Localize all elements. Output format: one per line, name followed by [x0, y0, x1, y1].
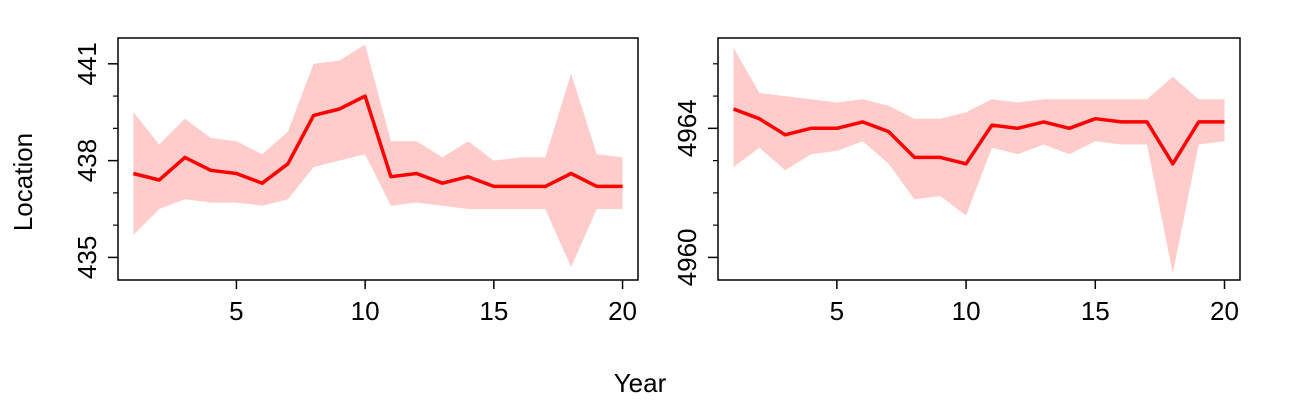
- confidence-band: [133, 44, 623, 268]
- x-tick-label: 15: [479, 296, 508, 326]
- y-tick-label: 4960: [672, 228, 702, 286]
- series-line: [732, 107, 1225, 166]
- y-tick-label: 435: [72, 236, 102, 279]
- y-axis-title: Location: [8, 133, 38, 231]
- confidence-band: [733, 47, 1225, 274]
- x-axis-title: Year: [614, 368, 667, 398]
- x-tick-label: 10: [952, 296, 981, 326]
- panel-left: 5 10 15 20 435 438 441: [72, 37, 639, 326]
- x-tick-label: 20: [608, 296, 637, 326]
- y-tick-label: 441: [72, 42, 102, 85]
- series-line: [132, 94, 623, 189]
- plot-frame: [117, 37, 639, 281]
- x-tick-label: 5: [229, 296, 243, 326]
- x-tick-label: 10: [351, 296, 380, 326]
- plot-frame: [717, 37, 1241, 281]
- x-tick-label: 5: [830, 296, 844, 326]
- y-tick-label: 438: [72, 139, 102, 182]
- x-tick-label: 20: [1210, 296, 1239, 326]
- panel-right: 5 10 15 20 4960 4964: [672, 37, 1241, 326]
- x-tick-label: 15: [1081, 296, 1110, 326]
- y-tick-label: 4964: [672, 99, 702, 157]
